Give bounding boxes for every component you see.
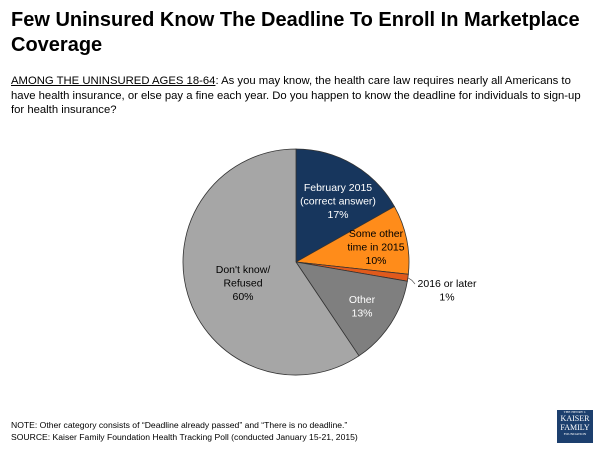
pie-slice: [295, 261, 408, 357]
slice-name-label: time in 2015: [347, 242, 404, 254]
slice-label: Some other time in 2015 10%: [347, 228, 404, 267]
logo-line: KAISER: [560, 414, 590, 423]
leader-line: [407, 277, 416, 285]
logo-line: FAMILY: [560, 422, 590, 432]
slice-name-label: Don't know/: [216, 264, 271, 276]
slice-name-label: 2016 or later: [418, 278, 477, 290]
logo-line: FOUNDATION: [563, 432, 587, 436]
population-label: AMONG THE UNINSURED AGES 18-64: [11, 75, 216, 87]
note-text: NOTE: Other category consists of “Deadli…: [11, 420, 348, 430]
slice-label: February 2015 (correct answer) 17%: [300, 182, 376, 221]
slice-label: Other 13%: [349, 294, 376, 320]
kff-logo: THE HENRY J. KAISER FAMILY FOUNDATION: [557, 410, 593, 443]
slice-name-label: Refused: [223, 278, 262, 290]
slice-value-label: 13%: [351, 308, 372, 320]
source-text: SOURCE: Kaiser Family Foundation Health …: [11, 432, 358, 442]
question-body: : As you may know, the health care law r…: [11, 75, 581, 116]
pie-slice: [295, 148, 395, 263]
slice-value-label: 1%: [439, 292, 454, 304]
logo-line: THE HENRY J.: [563, 410, 587, 414]
slice-name-label: February 2015: [304, 182, 372, 194]
slice-name-label: Some other: [349, 228, 404, 240]
question-text: AMONG THE UNINSURED AGES 18-64: As you m…: [11, 74, 591, 118]
page-title: Few Uninsured Know The Deadline To Enrol…: [11, 9, 580, 56]
slice-label: 2016 or later 1%: [418, 278, 477, 304]
slice-value-label: 17%: [327, 209, 348, 221]
footnote: NOTE: Other category consists of “Deadli…: [11, 419, 358, 443]
slice-name-label: (correct answer): [300, 196, 376, 208]
slice-name-label: Other: [349, 294, 376, 306]
slice-value-label: 10%: [365, 255, 386, 267]
pie-slice: [182, 148, 360, 376]
slice-label: Don't know/Refused 60%: [216, 264, 271, 303]
slice-value-label: 60%: [232, 291, 253, 303]
